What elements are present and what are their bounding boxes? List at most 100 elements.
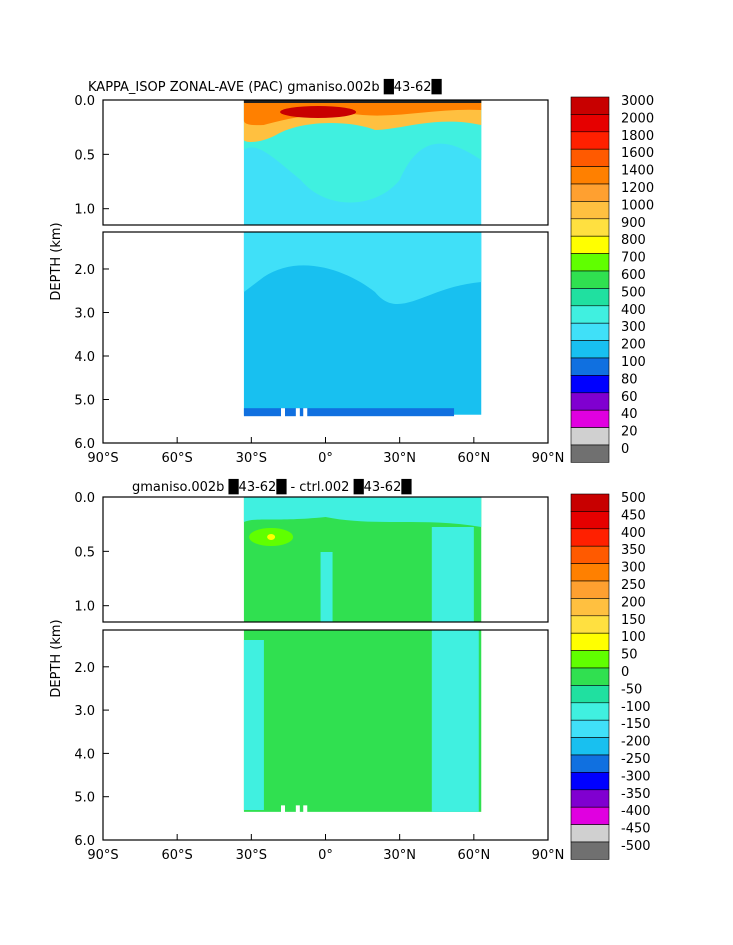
panel-2-bottom-gap-0 bbox=[281, 805, 285, 818]
panel-2-field-upper-band-eq bbox=[320, 552, 333, 622]
panel-2-colorbar-label-2: 400 bbox=[621, 526, 646, 541]
panel-1-ytick-label-lower-1: 3.0 bbox=[74, 306, 95, 321]
panel-2-colorbar-swatch-13 bbox=[570, 719, 610, 738]
panel-2-ytick-label-lower-4: 6.0 bbox=[74, 834, 95, 849]
panel-1-colorbar-swatch-6 bbox=[570, 201, 610, 220]
panel-1-bottom-gap-2 bbox=[303, 408, 308, 421]
panel-2-colorbar-label-3: 350 bbox=[621, 543, 646, 558]
panel-1-colorbar-label-10: 600 bbox=[621, 268, 646, 283]
panel-1-colorbar-label-14: 200 bbox=[621, 338, 646, 353]
panel-1-ytick-label-lower-3: 5.0 bbox=[74, 393, 95, 408]
panel-1-colorbar-label-6: 1000 bbox=[621, 198, 654, 213]
panel-2-colorbar-swatch-9 bbox=[570, 650, 610, 669]
panel-1-colorbar-swatch-8 bbox=[570, 235, 610, 254]
panel-1-colorbar-label-9: 700 bbox=[621, 251, 646, 266]
panel-2-title: gmaniso.002b █43-62█ - ctrl.002 █43-62█ bbox=[132, 478, 412, 495]
panel-2-ytick-label-upper-1: 0.5 bbox=[74, 545, 95, 560]
panel-2-colorbar-label-18: -400 bbox=[621, 804, 651, 819]
panel-1-ytick-label-upper-0: 0.0 bbox=[74, 94, 95, 109]
panel-2-xtick-label-3: 0° bbox=[318, 848, 333, 863]
panel-2-colorbar-swatch-8 bbox=[570, 632, 610, 651]
panel-1-upper-axes-frame bbox=[102, 99, 549, 226]
panel-2-colorbar-swatch-19 bbox=[570, 824, 610, 843]
panel-1-xtick-label-4: 30°N bbox=[383, 451, 416, 466]
panel-2-ytick-label-lower-0: 2.0 bbox=[74, 661, 95, 676]
panel-2-ytick-label-lower-2: 4.0 bbox=[74, 747, 95, 762]
panel-2-colorbar-label-6: 200 bbox=[621, 595, 646, 610]
panel-1-ytick-label-upper-2: 1.0 bbox=[74, 203, 95, 218]
panel-1-colorbar-label-0: 3000 bbox=[621, 94, 654, 109]
panel-1-bottom-gap-0 bbox=[281, 408, 285, 421]
panel-2-colorbar-label-12: -100 bbox=[621, 700, 651, 715]
panel-2-colorbar-swatch-12 bbox=[570, 702, 610, 721]
panel-2-xtick-label-0: 90°S bbox=[87, 848, 118, 863]
panel-2-bottom-gap-2 bbox=[303, 805, 308, 818]
panel-1-colorbar-label-19: 20 bbox=[621, 425, 638, 440]
panel-2-colorbar-label-13: -150 bbox=[621, 717, 651, 732]
panel-1-bottom-gap-1 bbox=[295, 408, 300, 421]
panel-2-colorbar-swatch-11 bbox=[570, 685, 610, 704]
panel-2-colorbar-label-17: -350 bbox=[621, 787, 651, 802]
panel-1-field-upper-contour-1400 bbox=[243, 100, 482, 126]
panel-1-field-upper-contour-400 bbox=[243, 100, 482, 203]
panel-1-colorbar-swatch-2 bbox=[570, 131, 610, 150]
panel-1-colorbar-swatch-0 bbox=[570, 96, 610, 115]
panel-1-field-lower-bottom bbox=[243, 408, 455, 417]
panel-2-ytick-label-upper-0: 0.0 bbox=[74, 491, 95, 506]
panel-1-colorbar-swatch-20 bbox=[570, 444, 610, 463]
panel-1-colorbar-label-17: 60 bbox=[621, 390, 638, 405]
panel-2-xtick-label-1: 60°S bbox=[162, 848, 193, 863]
panel-1-colorbar-label-4: 1400 bbox=[621, 164, 654, 179]
panel-1-colorbar-label-8: 800 bbox=[621, 233, 646, 248]
panel-1-colorbar-swatch-13 bbox=[570, 322, 610, 341]
panel-1-colorbar-label-12: 400 bbox=[621, 303, 646, 318]
panel-1-colorbar-label-3: 1600 bbox=[621, 146, 654, 161]
panel-2-upper-axes-frame bbox=[102, 496, 549, 623]
panel-2-colorbar-swatch-15 bbox=[570, 754, 610, 773]
panel-1-colorbar-swatch-14 bbox=[570, 340, 610, 359]
panel-2-colorbar-swatch-7 bbox=[570, 615, 610, 634]
panel-2-colorbar-label-5: 250 bbox=[621, 578, 646, 593]
panel-1-field-upper-contour-3000 bbox=[280, 106, 357, 118]
panel-2-colorbar-label-10: 0 bbox=[621, 665, 629, 680]
panel-2-field-upper-pos-core bbox=[267, 534, 276, 540]
panel-2-colorbar-label-0: 500 bbox=[621, 491, 646, 506]
panel-2-colorbar-label-14: -200 bbox=[621, 735, 651, 750]
panel-1-ytick-label-lower-2: 4.0 bbox=[74, 350, 95, 365]
panel-2-colorbar-label-19: -450 bbox=[621, 822, 651, 837]
panel-2-ytick-label-lower-3: 5.0 bbox=[74, 791, 95, 806]
panel-1-colorbar-swatch-3 bbox=[570, 148, 610, 167]
panel-1-xtick-label-2: 30°S bbox=[236, 451, 267, 466]
panel-1-colorbar-swatch-18 bbox=[570, 409, 610, 428]
panel-2-field-lower-band-s bbox=[243, 640, 264, 810]
panel-2-colorbar-label-1: 450 bbox=[621, 508, 646, 523]
panel-2-colorbar-label-8: 100 bbox=[621, 630, 646, 645]
panel-1-ytick-label-lower-0: 2.0 bbox=[74, 263, 95, 278]
panel-2-colorbar-swatch-3 bbox=[570, 545, 610, 564]
panel-2-xtick-label-2: 30°S bbox=[236, 848, 267, 863]
panel-1-colorbar-swatch-15 bbox=[570, 357, 610, 376]
panel-1-colorbar-label-2: 1800 bbox=[621, 129, 654, 144]
panel-1-colorbar-swatch-16 bbox=[570, 375, 610, 394]
panel-2-colorbar-label-15: -250 bbox=[621, 752, 651, 767]
panel-1-colorbar-label-7: 900 bbox=[621, 216, 646, 231]
panel-1-colorbar-label-1: 2000 bbox=[621, 111, 654, 126]
panel-2-colorbar-swatch-5 bbox=[570, 580, 610, 599]
panel-1-colorbar-swatch-19 bbox=[570, 427, 610, 446]
panel-2-colorbar-swatch-4 bbox=[570, 563, 610, 582]
panel-1-colorbar-label-16: 80 bbox=[621, 372, 638, 387]
panel-1-colorbar-label-15: 100 bbox=[621, 355, 646, 370]
panel-2-colorbar-swatch-2 bbox=[570, 528, 610, 547]
panel-1-xtick-label-6: 90°N bbox=[532, 451, 565, 466]
panel-2-colorbar-label-11: -50 bbox=[621, 682, 642, 697]
panel-1-title: KAPPA_ISOP ZONAL-AVE (PAC) gmaniso.002b … bbox=[88, 78, 443, 95]
panel-2-colorbar-swatch-14 bbox=[570, 737, 610, 756]
panel-2-colorbar-swatch-10 bbox=[570, 667, 610, 686]
panel-1-ylabel: DEPTH (km) bbox=[49, 222, 64, 300]
panel-2-field-upper-band-n bbox=[431, 527, 474, 622]
panel-1-colorbar-label-20: 0 bbox=[621, 442, 629, 457]
panel-2-ytick-label-upper-2: 1.0 bbox=[74, 600, 95, 615]
panel-2-xtick-label-5: 60°N bbox=[457, 848, 490, 863]
panel-2-colorbar-label-20: -500 bbox=[621, 839, 651, 854]
panel-2-colorbar-label-4: 300 bbox=[621, 561, 646, 576]
